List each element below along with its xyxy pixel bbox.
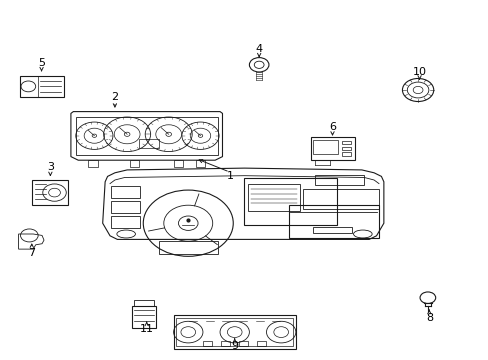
- Bar: [244, 178, 337, 225]
- Bar: [257, 341, 265, 346]
- Text: 5: 5: [38, 58, 45, 68]
- Text: 3: 3: [47, 162, 54, 172]
- Bar: [342, 147, 350, 150]
- Text: 11: 11: [140, 324, 153, 334]
- Bar: [88, 160, 98, 167]
- Text: 9: 9: [231, 341, 238, 351]
- Text: 6: 6: [328, 122, 335, 132]
- Bar: [20, 76, 63, 97]
- Text: 7: 7: [28, 248, 35, 258]
- Bar: [173, 160, 183, 167]
- Text: 10: 10: [412, 67, 426, 77]
- Bar: [129, 160, 139, 167]
- Bar: [288, 205, 378, 238]
- Bar: [203, 341, 212, 346]
- Bar: [310, 137, 354, 160]
- Bar: [195, 160, 205, 167]
- Bar: [32, 180, 68, 205]
- Text: 1: 1: [226, 171, 233, 181]
- Bar: [132, 306, 156, 328]
- Bar: [111, 186, 140, 198]
- Bar: [159, 241, 217, 254]
- Bar: [111, 216, 140, 228]
- Bar: [312, 227, 351, 233]
- Bar: [139, 139, 159, 148]
- Bar: [342, 141, 350, 144]
- Bar: [313, 140, 337, 154]
- Text: 4: 4: [255, 44, 262, 54]
- Bar: [176, 318, 293, 346]
- Bar: [239, 341, 247, 346]
- Bar: [134, 300, 154, 306]
- Bar: [315, 175, 364, 185]
- Bar: [248, 184, 299, 211]
- Text: 8: 8: [425, 312, 432, 323]
- Bar: [173, 315, 295, 349]
- Text: 2: 2: [111, 92, 118, 102]
- Bar: [111, 201, 140, 213]
- Bar: [221, 341, 230, 346]
- Bar: [342, 152, 350, 156]
- Bar: [303, 189, 378, 209]
